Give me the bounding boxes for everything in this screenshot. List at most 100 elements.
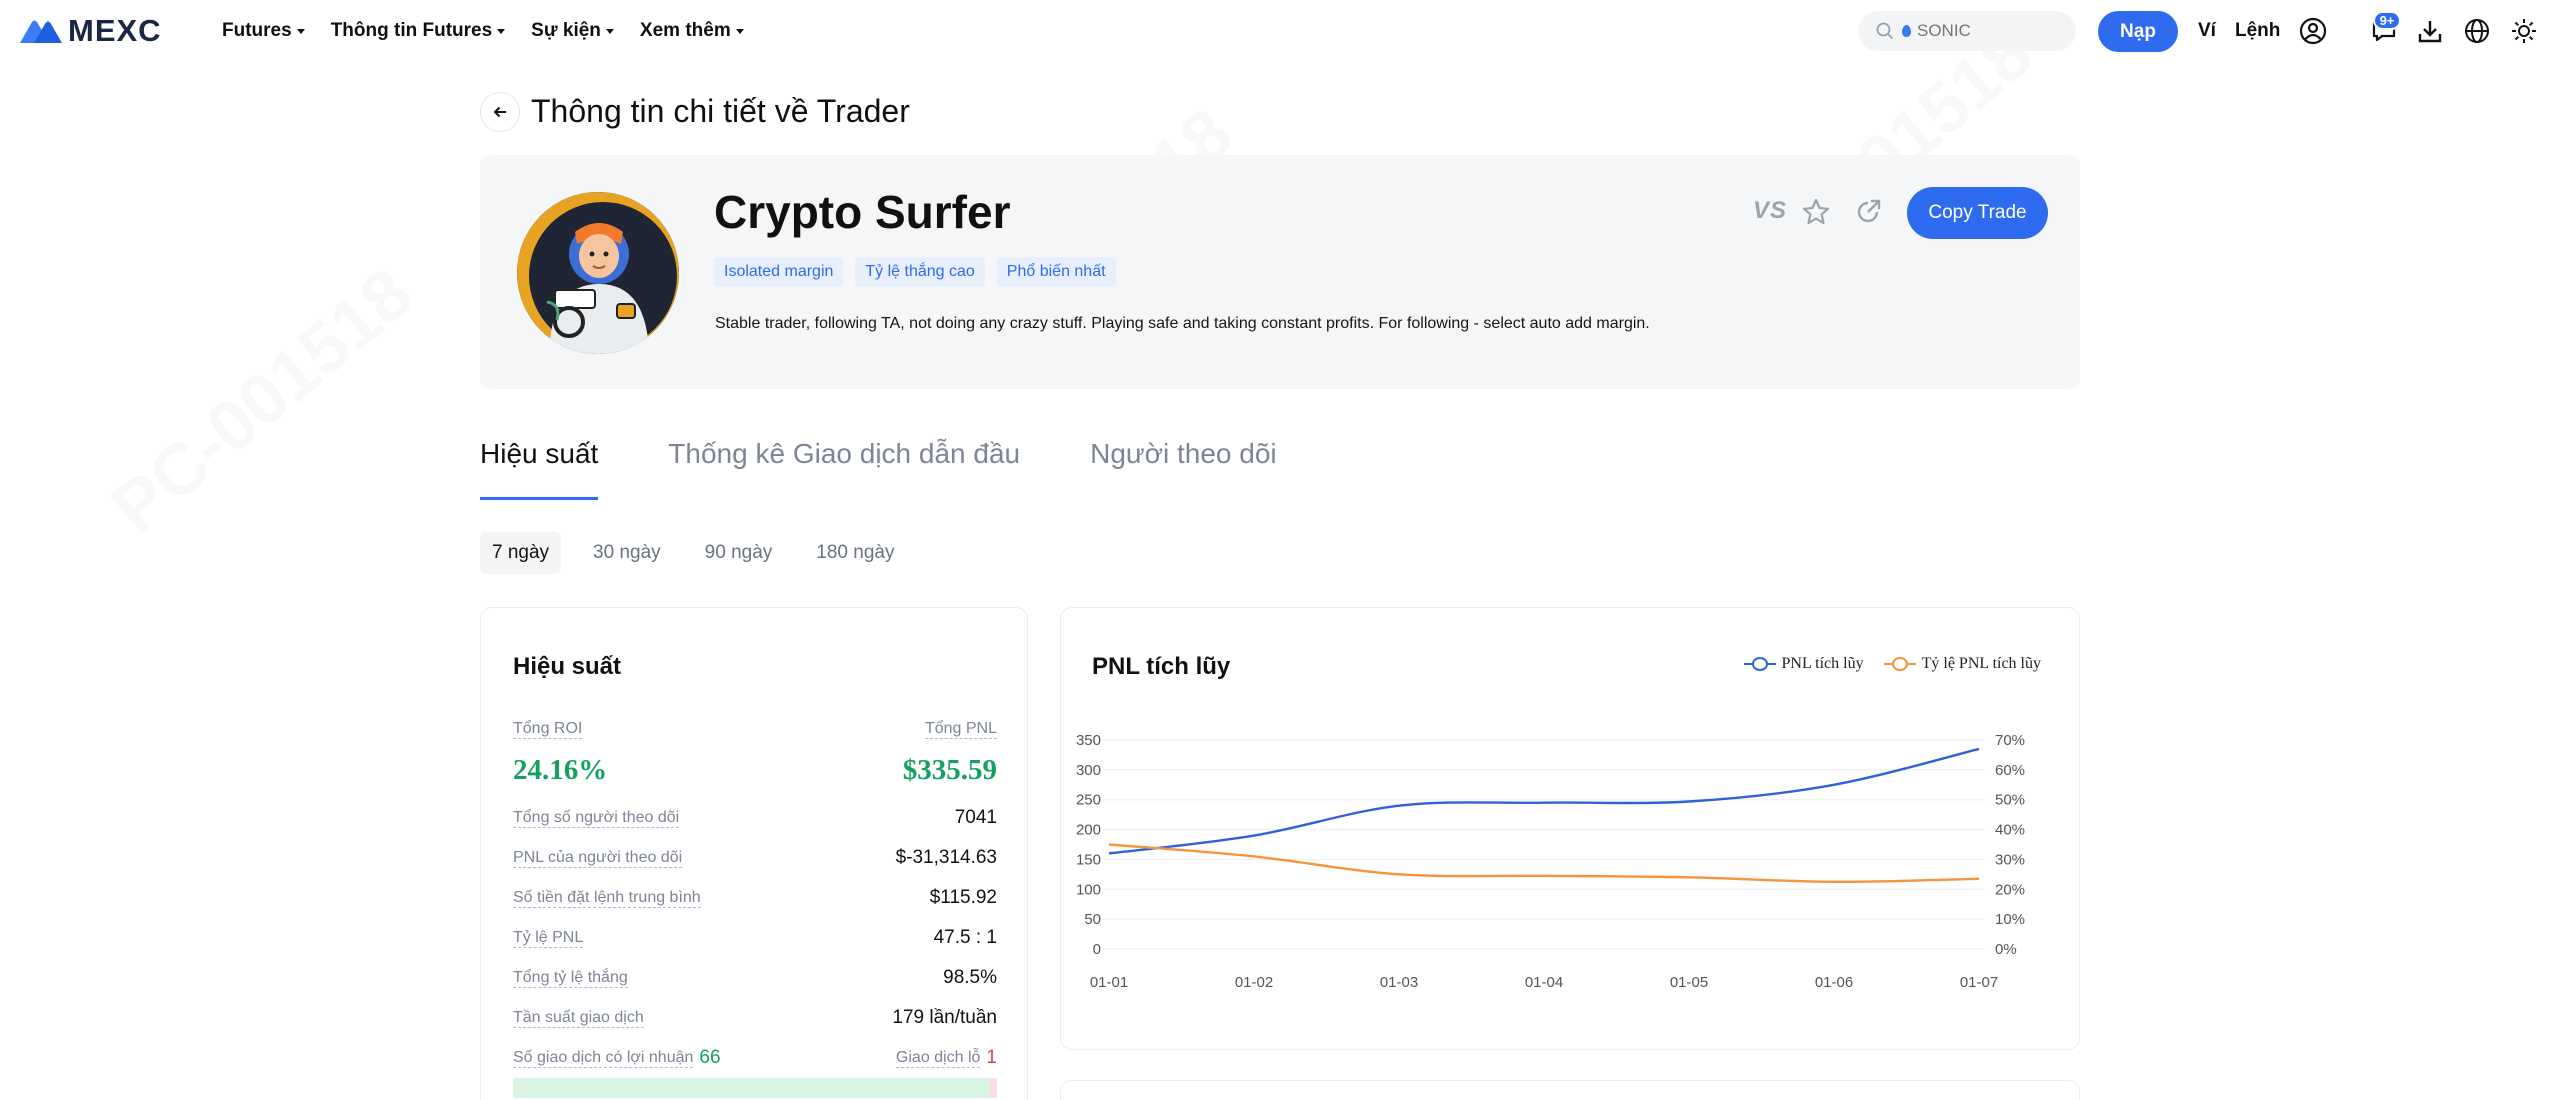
total-pnl-label: Tổng PNL [924, 720, 997, 739]
chart-legend: PNL tích lũy Tỷ lệ PNL tích lũy [1724, 655, 2041, 673]
period-180d[interactable]: 180 ngày [816, 542, 895, 563]
compare-vs-button[interactable]: VS [1753, 197, 1788, 224]
total-roi-value: 24.16% [513, 754, 608, 786]
detail-tabs: Hiệu suất Thống kê Giao dịch dẫn đầu Ngư… [480, 438, 1347, 500]
stat-label: Tỷ lệ PNL [513, 928, 584, 948]
x-tick: 01-01 [1090, 974, 1128, 991]
stat-label: Tổng số người theo dõi [513, 808, 680, 828]
y-right-tick: 20% [1995, 881, 2025, 898]
y-left-tick: 300 [1076, 762, 1101, 779]
top-navigation: MEXC Futures Thông tin Futures Sự kiện X… [0, 0, 2558, 62]
trade-count-row: Số giao dịch có lợi nhuận 66 Giao dịch l… [513, 1047, 997, 1069]
stat-value: 98.5% [943, 967, 997, 988]
copy-trade-button[interactable]: Copy Trade [1907, 187, 2048, 239]
x-tick: 01-04 [1525, 974, 1563, 991]
stat-row: Tần suất giao dịch 179 lần/tuần [513, 1007, 997, 1029]
logo-text: MEXC [68, 13, 162, 48]
arrow-left-icon [493, 106, 506, 118]
x-tick: 01-05 [1670, 974, 1708, 991]
search-box[interactable] [1858, 11, 2076, 51]
loss-trades-value: 1 [986, 1047, 997, 1068]
globe-icon[interactable] [2463, 17, 2491, 45]
y-left-tick: 100 [1076, 881, 1101, 898]
period-90d[interactable]: 90 ngày [704, 542, 773, 563]
y-right-tick: 50% [1995, 792, 2025, 809]
tab-followers[interactable]: Người theo dõi [1090, 438, 1277, 469]
y-left-tick: 150 [1076, 851, 1101, 868]
performance-title: Hiệu suất [513, 653, 622, 680]
menu-events[interactable]: Sự kiện [531, 20, 614, 42]
profit-trades-label: Số giao dịch có lợi nhuận [513, 1048, 694, 1068]
star-icon[interactable] [1801, 197, 1831, 227]
roi-pnl-values: 24.16% $335.59 [513, 754, 997, 787]
watermark: PC-001518 [96, 253, 428, 550]
stat-row: Tỷ lệ PNL 47.5 : 1 [513, 927, 997, 949]
wallet-link[interactable]: Ví [2198, 20, 2216, 41]
stat-value: $-31,314.63 [895, 847, 997, 868]
caret-down-icon [296, 28, 305, 34]
stat-label: Tần suất giao dịch [513, 1008, 644, 1028]
mexc-logo-icon [20, 20, 62, 43]
period-30d[interactable]: 30 ngày [593, 542, 661, 563]
y-right-tick: 40% [1995, 822, 2025, 839]
period-selector: 7 ngày 30 ngày 90 ngày 180 ngày [480, 532, 926, 574]
roi-pnl-labels: Tổng ROI Tổng PNL [513, 720, 997, 739]
caret-down-icon [497, 28, 506, 34]
y-left-tick: 0 [1093, 941, 1101, 958]
deposit-button[interactable]: Nạp [2098, 11, 2178, 52]
legend-label: PNL tích lũy [1781, 655, 1864, 672]
y-right-tick: 60% [1995, 762, 2025, 779]
page-title: Thông tin chi tiết về Trader [531, 93, 910, 129]
loss-ratio-fill [989, 1078, 997, 1098]
y-right-tick: 30% [1995, 851, 2025, 868]
x-tick: 01-07 [1960, 974, 1998, 991]
y-left-tick: 200 [1076, 822, 1101, 839]
pnl-chart-panel: PNL tích lũy PNL tích lũy Tỷ lệ PNL tích… [1060, 607, 2080, 1050]
back-button[interactable] [480, 92, 520, 132]
orders-link[interactable]: Lệnh [2235, 20, 2281, 41]
loss-trades: Giao dịch lỗ 1 [895, 1047, 997, 1069]
mexc-logo[interactable]: MEXC [20, 13, 162, 48]
y-right-tick: 70% [1995, 732, 2025, 749]
tag-isolated-margin: Isolated margin [714, 257, 844, 287]
legend-item[interactable]: Tỷ lệ PNL tích lũy [1883, 655, 2041, 673]
trader-tags: Isolated margin Tỷ lệ thắng cao Phổ biến… [714, 257, 1128, 287]
theme-sun-icon[interactable] [2510, 17, 2538, 45]
stat-value: 47.5 : 1 [933, 927, 997, 948]
legend-label: Tỷ lệ PNL tích lũy [1921, 655, 2041, 672]
y-left-tick: 250 [1076, 792, 1101, 809]
stat-value: 179 lần/tuần [892, 1007, 997, 1028]
pnl-series-line [1108, 747, 1980, 855]
search-input[interactable] [1917, 21, 2067, 41]
trader-avatar [517, 192, 679, 354]
token-drop-icon [1902, 25, 1911, 37]
tag-most-popular: Phổ biến nhất [996, 257, 1116, 287]
caret-down-icon [605, 28, 614, 34]
tab-lead-trade-stats[interactable]: Thống kê Giao dịch dẫn đầu [668, 438, 1021, 469]
menu-label: Thông tin Futures [330, 20, 493, 41]
stat-row: Số tiền đặt lệnh trung bình $115.92 [513, 887, 997, 909]
legend-item[interactable]: PNL tích lũy [1743, 655, 1864, 673]
legend-swatch-orange [1883, 657, 1916, 671]
period-7d[interactable]: 7 ngày [480, 532, 562, 574]
total-roi-label: Tổng ROI [513, 720, 583, 739]
notification-badge: 9+ [2373, 11, 2401, 30]
download-icon[interactable] [2416, 17, 2444, 45]
y-right-tick: 0% [1995, 941, 2017, 958]
pnl-line-chart: 0 50 100 150 200 250 300 350 0% 10% 20% 30% 40% 50% 60… [1076, 732, 2025, 991]
y-left-tick: 50 [1084, 911, 1101, 928]
next-panel [1060, 1080, 2080, 1100]
search-icon [1876, 22, 1894, 40]
tab-performance[interactable]: Hiệu suất [480, 438, 599, 500]
profit-trades-value: 66 [699, 1047, 721, 1068]
menu-more[interactable]: Xem thêm [640, 20, 744, 42]
menu-futures-info[interactable]: Thông tin Futures [330, 20, 506, 42]
win-loss-ratio-bar [513, 1078, 997, 1098]
x-tick: 01-02 [1235, 974, 1273, 991]
main-menu: Futures Thông tin Futures Sự kiện Xem th… [222, 0, 770, 62]
user-icon[interactable] [2299, 17, 2327, 45]
menu-futures[interactable]: Futures [222, 20, 305, 42]
stat-row: Tổng số người theo dõi 7041 [513, 807, 997, 829]
share-icon[interactable] [1853, 197, 1883, 227]
total-pnl-value: $335.59 [902, 754, 997, 786]
